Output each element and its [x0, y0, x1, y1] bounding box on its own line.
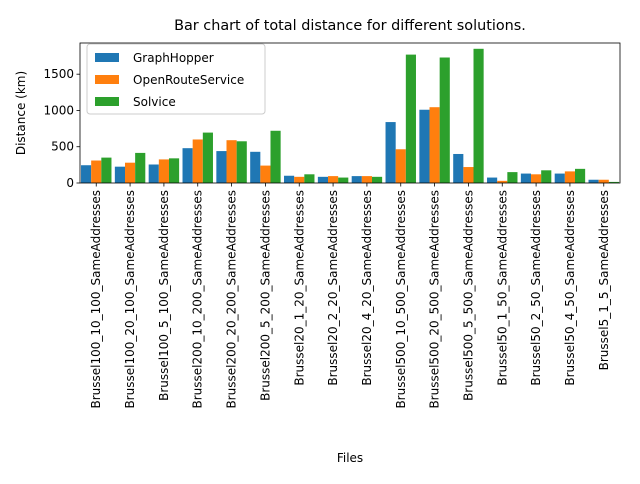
bar-openrouteservice-8 [361, 176, 372, 183]
bar-graphhopper-0 [81, 165, 92, 183]
bar-graphhopper-4 [216, 151, 227, 183]
x-tick-label-15: Brussel5_1_5_SameAddresses [597, 190, 611, 370]
bar-openrouteservice-2 [158, 159, 169, 183]
x-tick-label-1: Brussel100_20_100_SameAddresses [123, 190, 137, 409]
bar-graphhopper-7 [317, 176, 329, 183]
bar-solvice-6 [304, 174, 315, 183]
bar-graphhopper-10 [419, 109, 430, 183]
bar-openrouteservice-3 [192, 139, 203, 183]
chart-title: Bar chart of total distance for differen… [174, 18, 526, 34]
legend-swatch-openrouteservice [95, 75, 119, 84]
bar-graphhopper-8 [351, 176, 362, 183]
y-tick-label-2: 1000 [43, 103, 74, 117]
x-tick-label-10: Brussel500_20_500_SameAddresses [428, 190, 442, 409]
bar-openrouteservice-7 [328, 176, 339, 183]
x-tick-label-14: Brussel50_4_50_SameAddresses [563, 190, 577, 386]
bar-solvice-2 [168, 158, 180, 183]
bar-openrouteservice-0 [91, 160, 102, 183]
bar-openrouteservice-1 [125, 162, 136, 183]
bar-graphhopper-13 [520, 173, 532, 183]
x-tick-label-8: Brussel20_4_20_SameAddresses [360, 190, 374, 386]
bar-openrouteservice-13 [531, 174, 542, 183]
bar-solvice-3 [202, 132, 213, 183]
bar-solvice-7 [338, 177, 349, 183]
y-tick-label-3: 1500 [43, 67, 74, 81]
x-tick-label-4: Brussel200_20_200_SameAddresses [225, 190, 239, 409]
x-tick-label-5: Brussel200_5_200_SameAddresses [258, 190, 272, 401]
x-tick-label-9: Brussel500_10_500_SameAddresses [394, 190, 408, 409]
bar-openrouteservice-14 [564, 171, 575, 183]
bar-graphhopper-5 [250, 151, 261, 183]
x-tick-label-2: Brussel100_5_100_SameAddresses [157, 190, 171, 401]
bar-solvice-13 [541, 170, 552, 183]
bar-openrouteservice-12 [497, 180, 508, 183]
bar-openrouteservice-10 [429, 107, 440, 183]
legend-swatch-graphhopper [95, 53, 119, 62]
bar-solvice-8 [371, 176, 383, 183]
y-axis-label: Distance (km) [14, 71, 28, 155]
bar-graphhopper-14 [554, 173, 565, 183]
y-tick-label-1: 500 [51, 140, 74, 154]
bar-openrouteservice-15 [598, 179, 609, 183]
legend-label-openrouteservice: OpenRouteService [133, 73, 244, 87]
bar-graphhopper-3 [182, 148, 193, 183]
bar-graphhopper-12 [487, 177, 498, 183]
x-tick-label-6: Brussel20_1_20_SameAddresses [292, 190, 306, 386]
bar-solvice-11 [473, 48, 484, 183]
bar-openrouteservice-11 [463, 167, 474, 183]
bar-graphhopper-6 [284, 175, 295, 183]
legend-label-graphhopper: GraphHopper [133, 51, 214, 65]
bar-openrouteservice-5 [260, 165, 271, 183]
x-axis: Brussel100_10_100_SameAddresses Brussel10… [89, 183, 611, 409]
bar-solvice-1 [135, 152, 146, 183]
bar-graphhopper-2 [148, 164, 159, 183]
bars-layer [81, 48, 619, 184]
y-axis: 0 500 1000 1500 [43, 67, 80, 190]
legend-label-solvice: Solvice [133, 95, 176, 109]
bar-solvice-10 [439, 57, 450, 184]
y-tick-label-0: 0 [66, 176, 74, 190]
x-tick-label-3: Brussel200_10_200_SameAddresses [191, 190, 205, 409]
bar-openrouteservice-4 [226, 140, 237, 183]
bar-graphhopper-11 [453, 153, 464, 183]
legend: GraphHopper OpenRouteService Solvice [86, 43, 266, 115]
x-tick-label-11: Brussel500_5_500_SameAddresses [461, 190, 475, 401]
legend-swatch-solvice [95, 97, 119, 106]
bar-openrouteservice-6 [294, 176, 305, 183]
bar-solvice-5 [270, 130, 281, 183]
x-tick-label-13: Brussel50_2_50_SameAddresses [529, 190, 543, 386]
x-tick-label-0: Brussel100_10_100_SameAddresses [89, 190, 103, 409]
bar-graphhopper-1 [114, 166, 125, 183]
bar-solvice-0 [101, 157, 112, 183]
x-axis-label: Files [337, 451, 363, 465]
bar-solvice-12 [507, 172, 518, 183]
bar-graphhopper-9 [385, 122, 396, 183]
bar-solvice-15 [608, 181, 619, 183]
x-tick-label-7: Brussel20_2_20_SameAddresses [326, 190, 340, 386]
bar-solvice-14 [575, 168, 586, 183]
bar-graphhopper-15 [588, 179, 599, 183]
x-tick-label-12: Brussel50_1_50_SameAddresses [495, 190, 509, 386]
bar-openrouteservice-9 [395, 149, 406, 183]
plot-frame [79, 42, 621, 184]
legend-box [86, 43, 266, 115]
bar-solvice-9 [405, 54, 416, 183]
bar-solvice-4 [236, 141, 247, 183]
